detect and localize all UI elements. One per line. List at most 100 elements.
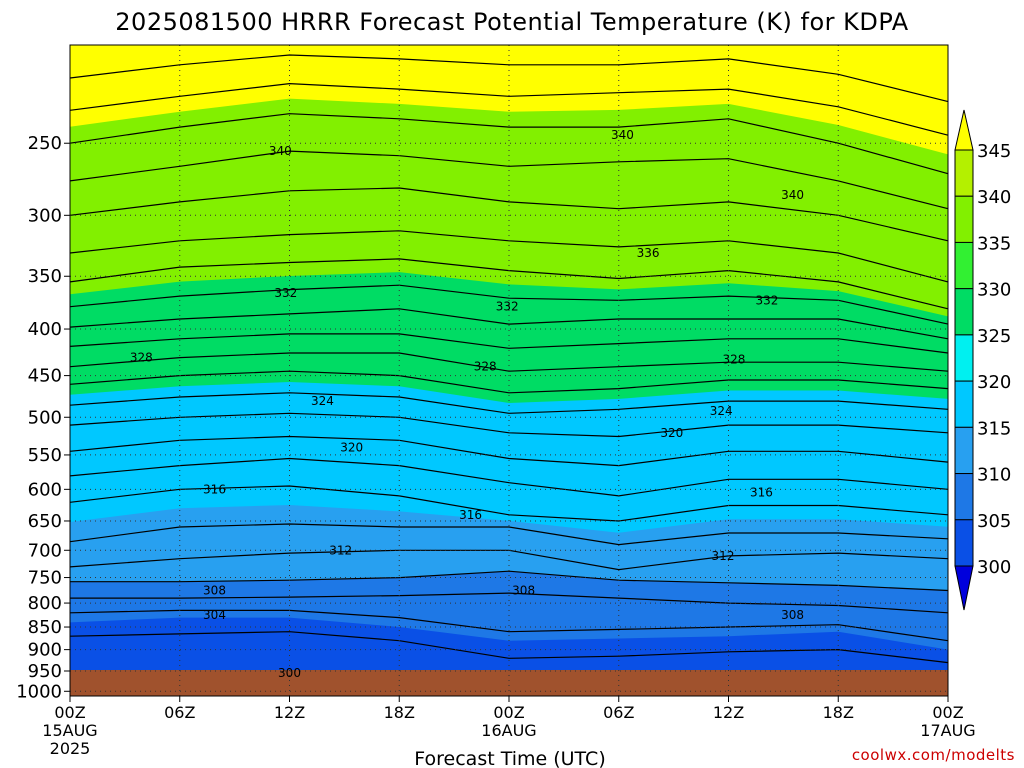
colorbar-swatch [954, 519, 974, 567]
contour-label: 336 [637, 246, 660, 260]
y-tick-label: 900 [28, 640, 62, 661]
contour-342 [69, 150, 949, 210]
band-345 [70, 45, 948, 155]
x-axis-label: Forecast Time (UTC) [414, 748, 605, 768]
colorbar: 345 340 335 330 325 320 315 310 305 300 [954, 109, 1011, 611]
colorbar-label: 305 [977, 511, 1011, 532]
contour-344 [69, 113, 949, 175]
y-tick-label: 750 [28, 568, 62, 589]
colorbar-swatch [954, 473, 974, 521]
contour-label: 324 [710, 404, 733, 418]
contour-label: 340 [781, 188, 804, 202]
contour-label: 332 [274, 286, 297, 300]
ground-surface [70, 670, 948, 696]
contour-314 [69, 523, 949, 546]
colorbar-swatch [954, 149, 974, 197]
contour-label: 340 [269, 144, 292, 158]
credit-link[interactable]: coolwx.com/modelts [852, 746, 1015, 764]
colorbar-swatch [954, 380, 974, 428]
contour-324 [69, 392, 949, 414]
x-tick-date: 16AUG [481, 721, 536, 740]
contour-346 [69, 82, 949, 136]
contour-label: 308 [203, 584, 226, 598]
colorbar-label: 340 [977, 187, 1011, 208]
x-tick-date: 17AUG [920, 721, 975, 740]
contour-310 [70, 570, 949, 592]
y-tick-label: 550 [28, 445, 62, 466]
x-tick-label: 06Z [164, 703, 195, 722]
colorbar-extend-top [954, 109, 974, 151]
contour-label: 328 [474, 360, 497, 374]
colorbar-swatch [954, 288, 974, 336]
y-tick-label: 250 [28, 133, 62, 154]
colorbar-label: 330 [977, 280, 1011, 301]
contour-330 [69, 333, 949, 354]
x-tick-date: 15AUG [42, 721, 97, 740]
contour-label: 308 [781, 608, 804, 622]
y-tick-label: 300 [28, 205, 62, 226]
contour-340 [69, 187, 949, 242]
contour-label: 340 [611, 128, 634, 142]
x-tick-label: 00Z [493, 703, 524, 722]
x-tick-label: 18Z [384, 703, 415, 722]
y-tick-label: 500 [28, 407, 62, 428]
contour-label: 312 [712, 549, 735, 563]
colorbar-label: 320 [977, 372, 1011, 393]
y-tick-label: 1000 [16, 681, 62, 702]
y-tick-label: 850 [28, 617, 62, 638]
contour-308 [70, 592, 949, 614]
contour-label: 316 [459, 508, 482, 522]
contour-label: 312 [329, 543, 352, 557]
colorbar-label: 300 [977, 557, 1011, 578]
x-tick-year: 2025 [50, 739, 91, 758]
contour-label: 328 [723, 352, 746, 366]
y-tick-label: 450 [28, 366, 62, 387]
x-tick-label: 00Z [54, 703, 85, 722]
y-tick-label: 600 [28, 479, 62, 500]
contour-label: 308 [512, 584, 535, 598]
contour-316 [69, 485, 949, 522]
y-tick-label: 350 [28, 266, 62, 287]
x-tick-label: 06Z [603, 703, 634, 722]
y-tick-label: 650 [28, 511, 62, 532]
contour-326 [69, 370, 949, 394]
y-tick-label: 400 [28, 319, 62, 340]
contour-label: 320 [660, 426, 683, 440]
contour-320 [69, 435, 949, 467]
contour-labels: 340 340 340 336 332 332 332 328 328 328 324 324 320 3… [130, 128, 804, 680]
contour-label: 320 [340, 441, 363, 455]
contour-304 [69, 631, 949, 664]
contour-334 [69, 284, 949, 325]
colorbar-label: 335 [977, 233, 1011, 254]
contour-348 [69, 54, 949, 103]
colorbar-swatch [954, 195, 974, 243]
contour-label: 328 [130, 351, 153, 365]
contour-label: 332 [496, 300, 519, 314]
colorbar-extend-bottom [954, 565, 974, 611]
contour-label: 304 [203, 608, 226, 622]
y-axis: 2503003504004505005506006507007508008509… [16, 133, 70, 702]
colorbar-swatch [954, 334, 974, 382]
colorbar-swatch [954, 241, 974, 290]
contour-label: 332 [755, 293, 778, 307]
colorbar-label: 315 [977, 418, 1011, 439]
y-tick-label: 700 [28, 540, 62, 561]
colorbar-label: 325 [977, 326, 1011, 347]
x-tick-label: 12Z [274, 703, 305, 722]
x-tick-label: 00Z [932, 703, 963, 722]
x-tick-label: 18Z [823, 703, 854, 722]
colorbar-swatch [954, 426, 974, 475]
contour-332 [69, 308, 949, 340]
contour-label: 316 [750, 486, 773, 500]
contour-306 [69, 609, 949, 642]
contour-318 [69, 457, 949, 497]
contour-label: 300 [278, 666, 301, 680]
y-tick-label: 950 [28, 661, 62, 682]
chart-title: 2025081500 HRRR Forecast Potential Tempe… [115, 8, 909, 36]
contour-label: 316 [203, 482, 226, 496]
contour-322 [69, 412, 949, 438]
contour-328 [69, 352, 949, 372]
colorbar-label: 310 [977, 465, 1011, 486]
colorbar-label: 345 [977, 141, 1011, 162]
